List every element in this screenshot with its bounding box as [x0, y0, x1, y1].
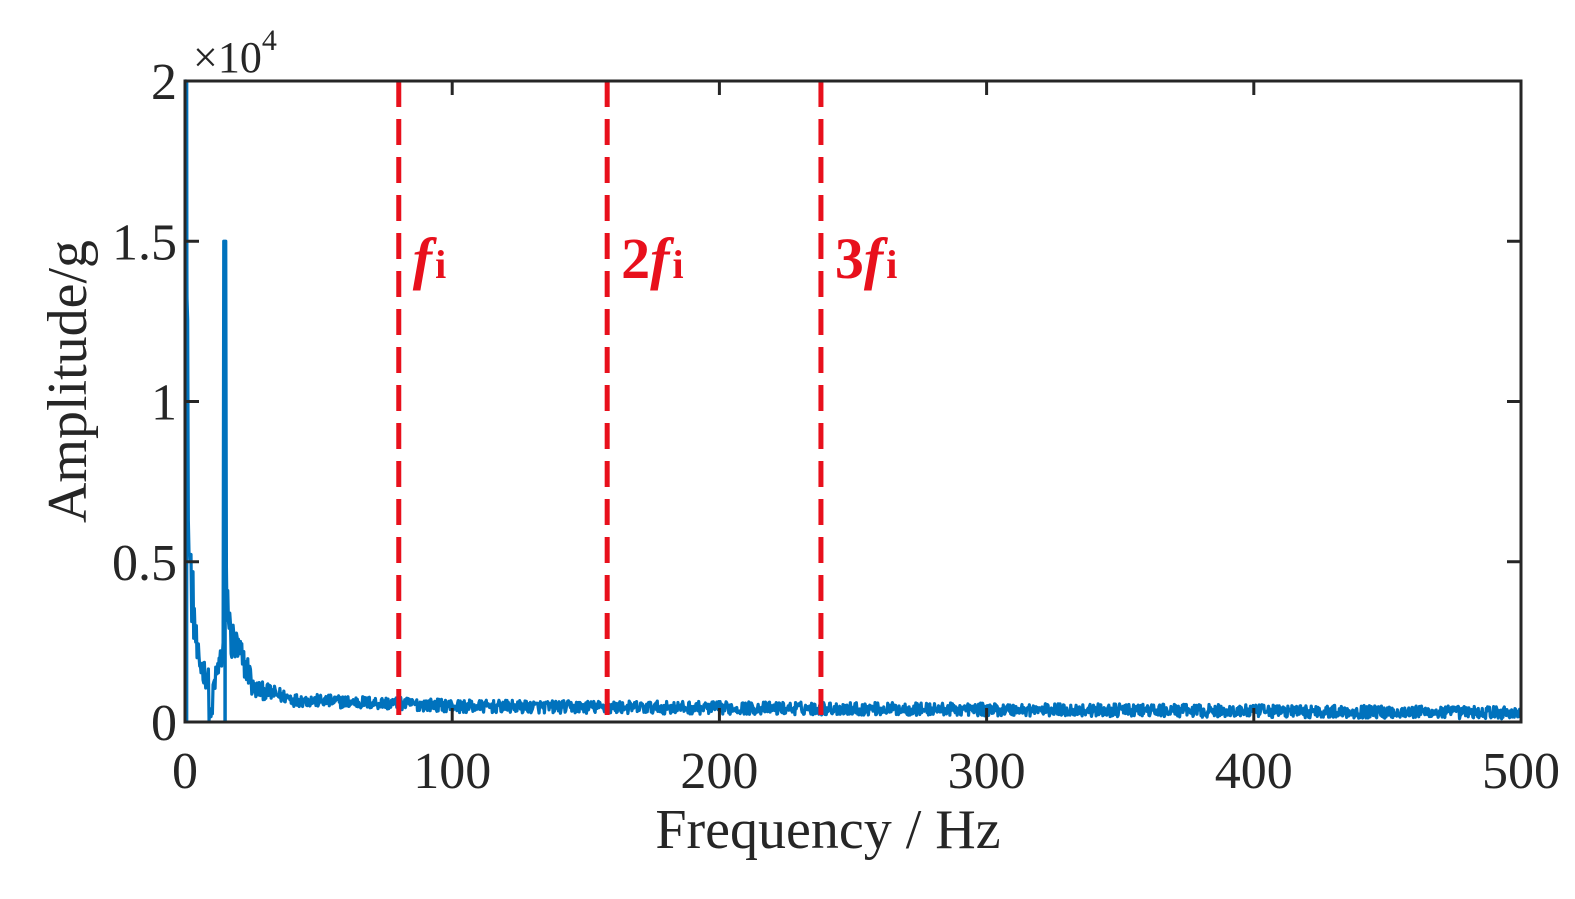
- y-tick-label: 1.5: [112, 214, 177, 271]
- y-multiplier-base: ×10: [193, 33, 262, 82]
- y-multiplier-exponent: 4: [262, 24, 277, 57]
- x-tick-label: 400: [1215, 743, 1293, 800]
- marker-label-1: fi: [413, 226, 446, 291]
- marker-layer: fi 2fi 3fi: [396, 81, 897, 722]
- x-tick-label: 500: [1482, 743, 1560, 800]
- marker-subscript: i: [435, 242, 446, 287]
- y-axis-title: Amplitude/g: [37, 240, 99, 523]
- axes-layer: [183, 79, 1523, 724]
- x-axis-title: Frequency / Hz: [655, 799, 1000, 861]
- marker-symbol: f: [864, 226, 889, 291]
- x-tick-label: 0: [172, 743, 198, 800]
- marker-symbol: f: [650, 226, 675, 291]
- y-tick-label: 2: [151, 54, 177, 111]
- x-tick-label: 200: [680, 743, 758, 800]
- y-tick-label: 0: [151, 695, 177, 752]
- spectrum-line: [184, 79, 1523, 723]
- plot-frame: [183, 79, 1523, 724]
- y-tick-label: 0.5: [112, 535, 177, 592]
- marker-subscript: i: [886, 242, 897, 287]
- marker-coef: 3: [835, 226, 864, 291]
- y-multiplier: ×104: [193, 24, 277, 82]
- marker-label-2: 2fi: [621, 226, 683, 291]
- x-tick-label: 300: [948, 743, 1026, 800]
- marker-symbol: f: [413, 226, 438, 291]
- marker-subscript: i: [673, 242, 684, 287]
- series-layer: [184, 79, 1523, 723]
- y-tick-label: 1: [151, 375, 177, 432]
- label-layer: 0 100 200 300 400 500 0 0.5 1 1.5 2 ×104 Frequency /…: [37, 24, 1560, 861]
- marker-coef: 2: [621, 226, 650, 291]
- x-tick-label: 100: [413, 743, 491, 800]
- marker-label-3: 3fi: [835, 226, 897, 291]
